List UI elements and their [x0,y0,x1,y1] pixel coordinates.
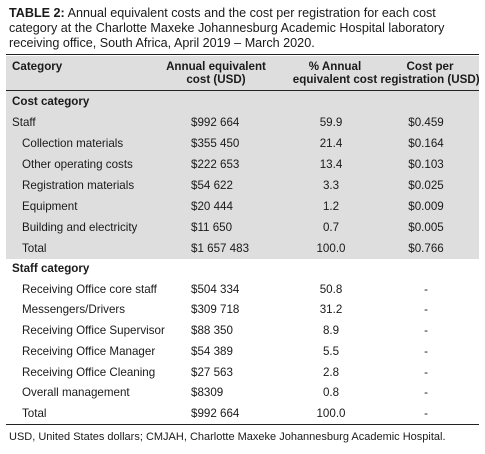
header-rule [6,90,479,91]
cell-category: Receiving Office core staff [22,283,157,296]
cell-per-reg: $0.103 [408,158,444,171]
cell-annual: $8309 [191,386,224,399]
section-title-row: Staff category [6,258,479,279]
cell-per-reg: $0.164 [408,137,444,150]
cell-annual: $222 653 [191,158,240,171]
caption-label: TABLE 2: [9,6,65,20]
header-annual-line1: Annual equivalent [166,60,266,73]
header-annual-line2: cost (USD) [186,73,246,86]
cell-per-reg: $0.005 [408,221,444,234]
cell-per-reg: $0.459 [408,116,444,129]
header-annual-cost: Annual equivalent cost (USD) [156,60,276,86]
cell-per-reg: - [424,345,428,358]
table-row: Registration materials $54 622 3.3 $0.02… [6,175,479,196]
cost-section-title: Cost category [12,95,90,108]
cell-annual: $504 334 [191,283,240,296]
table-row: Building and electricity $11 650 0.7 $0.… [6,217,479,238]
staff-category-section: Staff category Receiving Office core sta… [6,258,479,424]
cell-pct: 50.8 [319,283,343,296]
cell-pct: 31.2 [319,303,343,316]
cell-annual: $992 664 [191,116,240,129]
cell-per-reg: - [424,283,428,296]
table-row: Receiving Office Cleaning $27 563 2.8 - [6,362,479,383]
cell-category: Receiving Office Supervisor [22,324,165,337]
cell-pct: 8.9 [322,324,340,337]
cell-pct: 13.4 [319,158,343,171]
cell-pct: 59.9 [319,116,343,129]
cell-pct: 100.0 [316,407,346,420]
cell-annual: $20 444 [191,200,233,213]
cost-category-section: Cost category Staff $992 664 59.9 $0.459… [6,91,479,259]
cell-category: Messengers/Drivers [22,303,126,316]
header-pct-line2: equivalent cost [292,73,378,86]
cell-annual: $54 622 [191,179,233,192]
cell-per-reg: - [424,303,428,316]
cell-pct: 5.5 [322,345,340,358]
table-row: Receiving Office core staff $504 334 50.… [6,279,479,300]
table-header: Category Annual equivalent cost (USD) % … [6,56,482,90]
table-row-total: Total $1 657 483 100.0 $0.766 [6,238,479,259]
cell-pct: 100.0 [316,242,346,255]
cell-annual: $1 657 483 [191,242,250,255]
table-row: Equipment $20 444 1.2 $0.009 [6,196,479,217]
table-row: Receiving Office Supervisor $88 350 8.9 … [6,320,479,341]
section-title-row: Cost category [6,91,479,112]
cell-category: Staff [12,116,36,129]
cell-category: Overall management [22,386,130,399]
header-per-reg-line2: registration (USD) [380,73,480,86]
cell-pct: 0.8 [322,386,340,399]
top-rule [6,54,479,55]
cell-per-reg: $0.009 [408,200,444,213]
cell-per-reg: - [424,366,428,379]
table-row: Messengers/Drivers $309 718 31.2 - [6,299,479,320]
cell-annual: $992 664 [191,407,240,420]
cell-per-reg: - [424,324,428,337]
header-per-reg-line1: Cost per [406,60,454,73]
cell-category: Collection materials [22,137,124,150]
cell-annual: $355 450 [191,137,240,150]
cell-per-reg: $0.766 [408,242,444,255]
cell-category: Registration materials [22,179,135,192]
cell-annual: $11 650 [191,221,233,234]
table-caption: TABLE 2: Annual equivalent costs and the… [9,6,479,51]
header-pct-line1: % Annual [308,60,362,73]
cell-pct: 0.7 [322,221,340,234]
cell-annual: $27 563 [191,366,233,379]
cell-annual: $88 350 [191,324,233,337]
header-pct-cost: % Annual equivalent cost [290,60,380,86]
cell-per-reg: - [424,386,428,399]
table-row: Staff $992 664 59.9 $0.459 [6,112,479,133]
cell-category: Receiving Office Cleaning [22,366,156,379]
cell-pct: 21.4 [319,137,343,150]
cell-per-reg: $0.025 [408,179,444,192]
table-row-total: Total $992 664 100.0 - [6,403,479,424]
cell-category: Total [22,407,47,420]
caption-text: Annual equivalent costs and the cost per… [9,6,445,50]
cell-pct: 1.2 [322,200,340,213]
cell-category: Other operating costs [22,158,133,171]
table-row: Other operating costs $222 653 13.4 $0.1… [6,154,479,175]
cell-annual: $54 389 [191,345,233,358]
cell-per-reg: - [424,407,428,420]
cell-category: Receiving Office Manager [22,345,156,358]
cell-category: Equipment [22,200,78,213]
cell-category: Total [22,242,47,255]
table-row: Collection materials $355 450 21.4 $0.16… [6,133,479,154]
cell-pct: 3.3 [322,179,340,192]
table-row: Receiving Office Manager $54 389 5.5 - [6,341,479,362]
staff-section-title: Staff category [12,262,90,275]
cell-pct: 2.8 [322,366,340,379]
table-footnote: USD, United States dollars; CMJAH, Charl… [9,431,446,443]
header-cost-per-registration: Cost per registration (USD) [378,60,482,86]
bottom-rule [6,424,479,425]
cell-category: Building and electricity [22,221,138,234]
table-row: Overall management $8309 0.8 - [6,382,479,403]
cell-annual: $309 718 [191,303,240,316]
header-category: Category [12,60,63,73]
